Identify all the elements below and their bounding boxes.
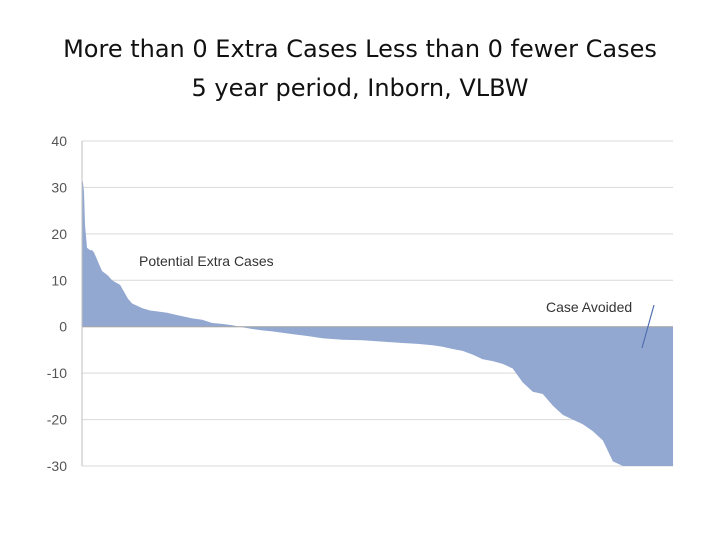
y-tick-label: -10 (47, 365, 67, 381)
y-tick-label: 10 (51, 272, 67, 288)
annotation-potential-extra-cases: Potential Extra Cases (139, 253, 274, 269)
chart-title-line-2: 5 year period, Inborn, VLBW (191, 74, 529, 102)
y-tick-label: -20 (47, 412, 67, 428)
chart-title-line-1: More than 0 Extra Cases Less than 0 fewe… (63, 35, 657, 63)
annotation-pointer-line (641, 304, 655, 349)
y-tick-label: 0 (59, 319, 67, 335)
y-tick-label: 20 (51, 226, 67, 242)
y-tick-label: 30 (51, 179, 67, 195)
y-tick-label: -30 (47, 458, 67, 474)
annotation-case-avoided: Case Avoided (546, 299, 632, 315)
y-tick-label: 40 (51, 133, 67, 149)
area-series (82, 178, 673, 466)
